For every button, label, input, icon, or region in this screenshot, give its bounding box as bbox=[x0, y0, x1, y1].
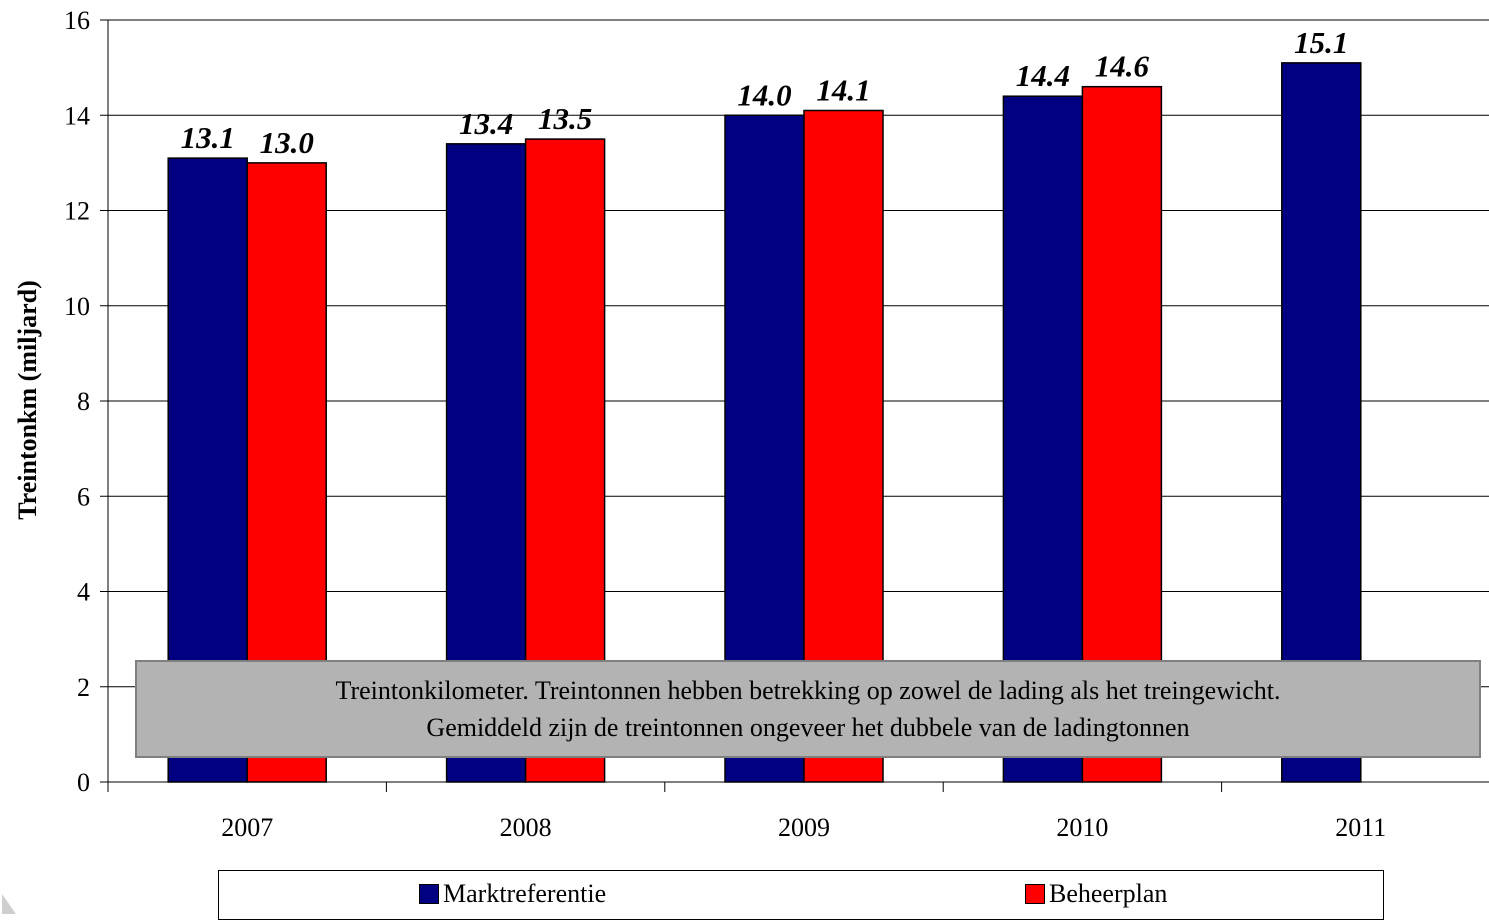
note-line-1: Treintonkilometer. Treintonnen hebben be… bbox=[335, 676, 1281, 705]
y-tick-label: 16 bbox=[64, 6, 90, 35]
legend-label-marktreferentie: Marktreferentie bbox=[443, 879, 607, 908]
legend-item-beheerplan: Beheerplan bbox=[1025, 879, 1167, 909]
y-tick-label: 6 bbox=[77, 482, 90, 511]
y-tick-label: 4 bbox=[77, 578, 90, 607]
note-line-2: Gemiddeld zijn de treintonnen ongeveer h… bbox=[426, 713, 1190, 742]
y-tick-label: 2 bbox=[77, 673, 90, 702]
data-labels: 13.1 13.0 13.4 13.5 14.0 14.1 14.4 14.6 15.1 bbox=[181, 25, 1349, 160]
legend: Marktreferentie Beheerplan bbox=[218, 870, 1384, 920]
data-label-beheerplan-2008: 13.5 bbox=[538, 101, 592, 136]
x-tick-label: 2009 bbox=[778, 813, 830, 842]
data-label-marktreferentie-2010: 14.4 bbox=[1016, 58, 1070, 93]
data-label-beheerplan-2010: 14.6 bbox=[1095, 49, 1150, 84]
y-tick-label: 10 bbox=[64, 292, 90, 321]
x-tick-label: 2008 bbox=[500, 813, 552, 842]
data-label-marktreferentie-2008: 13.4 bbox=[459, 106, 513, 141]
y-tick-label: 0 bbox=[77, 768, 90, 797]
data-label-beheerplan-2009: 14.1 bbox=[816, 72, 870, 107]
x-tick-label: 2010 bbox=[1056, 813, 1108, 842]
x-tick-label: 2011 bbox=[1335, 813, 1386, 842]
data-label-beheerplan-2007: 13.0 bbox=[260, 125, 314, 160]
corner-marker bbox=[2, 894, 16, 914]
legend-item-marktreferentie: Marktreferentie bbox=[419, 879, 606, 909]
y-tick-label: 12 bbox=[64, 197, 90, 226]
data-label-marktreferentie-2011: 15.1 bbox=[1294, 25, 1348, 60]
data-label-marktreferentie-2007: 13.1 bbox=[181, 120, 235, 155]
data-label-marktreferentie-2009: 14.0 bbox=[737, 77, 791, 112]
y-tick-label: 14 bbox=[64, 101, 90, 130]
legend-swatch-beheerplan bbox=[1025, 884, 1045, 904]
axes: 0 2 4 6 8 10 12 14 16 2007 2008 2009 2010 2011 bbox=[64, 6, 1489, 842]
y-axis-label: Treintonkm (miljard) bbox=[13, 280, 42, 520]
y-tick-label: 8 bbox=[77, 387, 90, 416]
x-tick-label: 2007 bbox=[221, 813, 273, 842]
annotation-note: Treintonkilometer. Treintonnen hebben be… bbox=[135, 660, 1481, 758]
legend-label-beheerplan: Beheerplan bbox=[1049, 879, 1168, 908]
legend-swatch-marktreferentie bbox=[419, 884, 439, 904]
